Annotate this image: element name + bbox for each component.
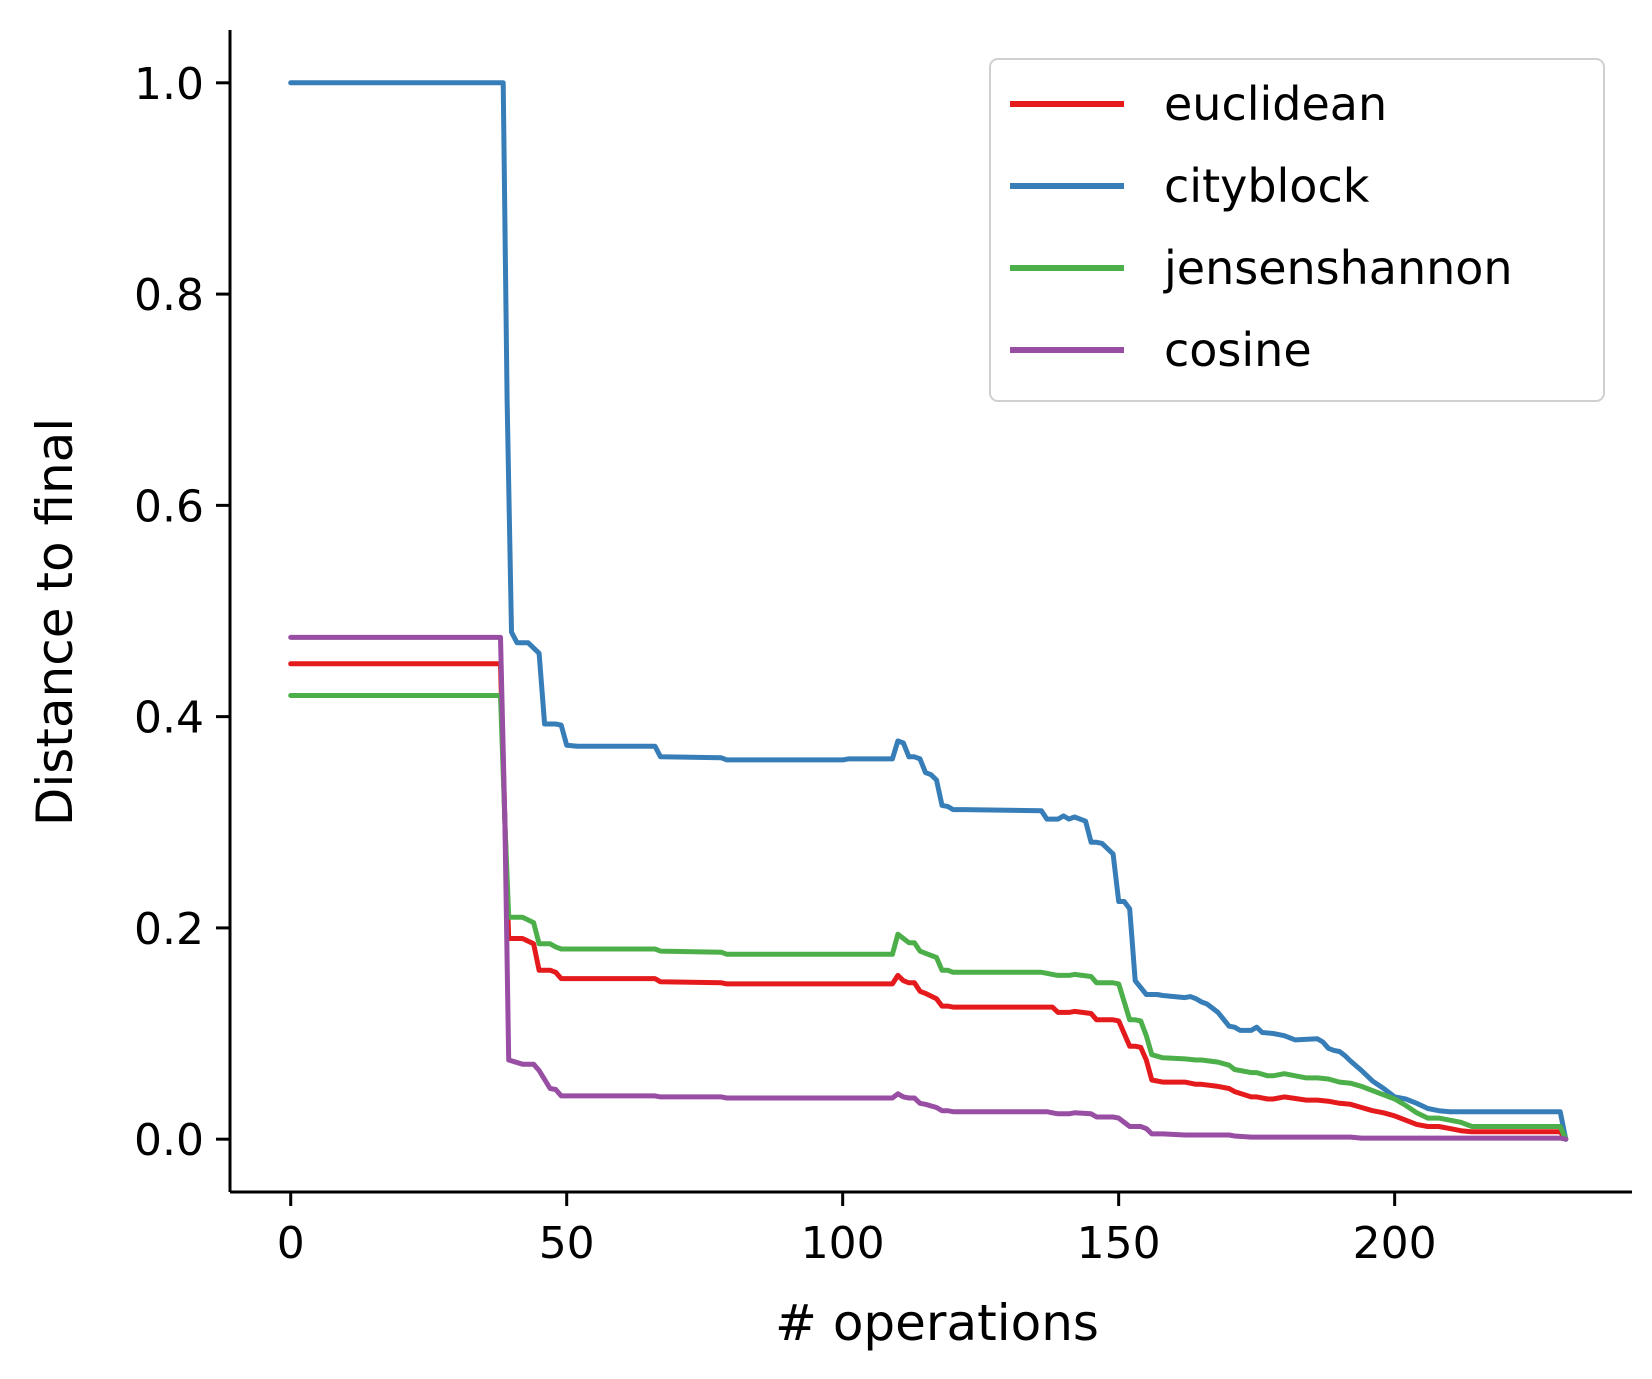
x-tick-label: 50 (539, 1218, 595, 1269)
legend: euclidean cityblock jensenshannon cosine (989, 58, 1605, 402)
series-line-euclidean (288, 661, 1569, 1142)
series-line-cosine (288, 634, 1569, 1142)
y-tick-label: 0.8 (134, 270, 204, 321)
y-tick-label: 0.6 (134, 481, 204, 532)
y-tick-label: 0.4 (134, 693, 204, 744)
legend-label-euclidean: euclidean (1164, 77, 1387, 131)
series-line-cityblock (288, 80, 1569, 1142)
y-tick-label: 0.0 (134, 1115, 204, 1166)
series-line-jensenshannon (288, 693, 1569, 1142)
x-axis-title: # operations (775, 1294, 1099, 1352)
series-layer (288, 80, 1569, 1142)
y-tick-label: 1.0 (134, 59, 204, 110)
x-tick-label: 150 (1077, 1218, 1161, 1269)
y-axis-ticks: 0.0 0.2 0.4 0.6 0.8 1.0 (134, 59, 230, 1166)
x-tick-label: 200 (1353, 1218, 1437, 1269)
legend-label-jensenshannon: jensenshannon (1163, 241, 1513, 295)
legend-label-cosine: cosine (1164, 323, 1312, 377)
x-axis-ticks: 0 50 100 150 200 (277, 1192, 1437, 1269)
y-axis-title: Distance to final (26, 418, 84, 826)
legend-label-cityblock: cityblock (1164, 159, 1370, 213)
y-tick-label: 0.2 (134, 904, 204, 955)
legend-box (989, 58, 1605, 402)
axes: 0 50 100 150 200 0.0 0.2 0.4 0.6 0.8 1.0 (134, 30, 1632, 1269)
x-tick-label: 100 (801, 1218, 885, 1269)
x-tick-label: 0 (277, 1218, 305, 1269)
